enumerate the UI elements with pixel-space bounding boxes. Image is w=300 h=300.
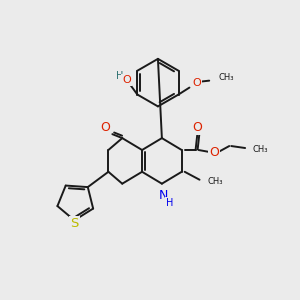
- Text: S: S: [70, 217, 79, 230]
- Text: H: H: [116, 71, 123, 81]
- Text: CH₃: CH₃: [252, 145, 268, 154]
- Text: O: O: [100, 121, 110, 134]
- Text: N: N: [159, 189, 169, 202]
- Text: CH₃: CH₃: [218, 73, 234, 82]
- Text: O: O: [122, 75, 131, 85]
- Text: CH₃: CH₃: [208, 177, 223, 186]
- Text: O: O: [192, 78, 201, 88]
- Text: O: O: [209, 146, 219, 160]
- Text: H: H: [166, 197, 173, 208]
- Text: O: O: [193, 121, 202, 134]
